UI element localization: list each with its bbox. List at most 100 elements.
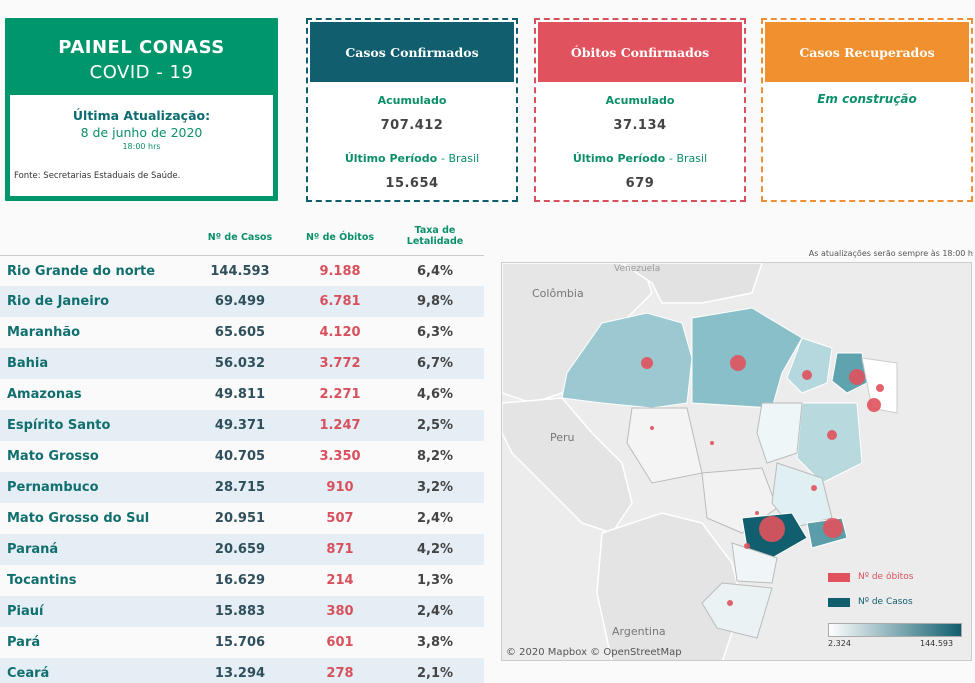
label-venezuela: Venezuela — [614, 264, 660, 274]
bubble-bahia[interactable] — [827, 430, 837, 440]
map-canvas[interactable]: Colômbia Venezuela Peru Argentina — [502, 263, 972, 661]
state-deaths: 3.772 — [319, 356, 361, 371]
state-deaths: 871 — [326, 542, 354, 557]
state-rate: 8,2% — [416, 449, 454, 464]
map-copyright[interactable]: © 2020 Mapbox © OpenStreetMap — [506, 647, 682, 658]
state-name: Ceará — [7, 666, 50, 681]
state-deaths: 214 — [326, 573, 354, 588]
state-deaths: 507 — [326, 511, 354, 526]
state-cases: 15.883 — [214, 604, 266, 619]
state-rate: 3,2% — [416, 480, 454, 495]
deaths-card-header: Óbitos Confirmados — [538, 22, 742, 82]
state-rate: 6,3% — [416, 325, 454, 340]
state-mato-grosso[interactable] — [626, 407, 703, 484]
table-row[interactable]: Rio Grande do norte 144.593 9.188 6,4% — [0, 255, 484, 286]
panel-title: PAINEL CONASS — [58, 37, 225, 58]
deaths-period-suffix: - Brasil — [669, 152, 708, 165]
bubble-rio-de-janeiro[interactable] — [823, 518, 843, 538]
update-hour: 18:00 hrs — [122, 142, 161, 151]
state-rate: 6,7% — [416, 356, 454, 371]
state-cases: 65.605 — [214, 325, 266, 340]
legend-gradient — [828, 623, 962, 637]
state-deaths: 6.781 — [319, 294, 361, 309]
bubble-pernambuco[interactable] — [867, 398, 881, 412]
bubble-rs[interactable] — [727, 600, 733, 606]
table-row[interactable]: Mato Grosso do Sul 20.951 507 2,4% — [0, 503, 484, 534]
bubble-sao-paulo[interactable] — [759, 516, 785, 542]
state-rate: 4,6% — [416, 387, 454, 402]
legend-max: 144.593 — [920, 639, 954, 648]
deaths-period-label: Último Período - Brasil — [536, 152, 744, 165]
col-deaths-header[interactable]: Nº de Óbitos — [305, 232, 375, 243]
state-rate: 6,4% — [416, 264, 454, 279]
state-name: Pará — [7, 635, 41, 650]
col-cases-header[interactable]: Nº de Casos — [207, 232, 273, 243]
state-rate: 9,8% — [416, 294, 454, 309]
state-name: Mato Grosso do Sul — [7, 511, 150, 526]
state-name: Rio de Janeiro — [7, 294, 110, 309]
bubble-ceara[interactable] — [849, 369, 865, 385]
update-label: Última Atualização: — [72, 108, 211, 123]
legend-cases-swatch — [828, 598, 850, 607]
cases-acc-value: 707.412 — [380, 118, 444, 133]
table-row[interactable]: Ceará 13.294 278 2,1% — [0, 658, 484, 683]
bubble-minas[interactable] — [811, 485, 817, 491]
bubble-parana[interactable] — [744, 543, 750, 549]
state-rate: 2,4% — [416, 511, 454, 526]
bubble-acre[interactable] — [650, 426, 654, 430]
label-colombia: Colômbia — [532, 287, 584, 300]
state-name: Amazonas — [7, 387, 82, 402]
bubble-maranhao[interactable] — [802, 370, 812, 380]
deaths-period-text: Último Período — [572, 152, 666, 165]
state-cases: 56.032 — [214, 356, 266, 371]
table-row[interactable]: Mato Grosso 40.705 3.350 8,2% — [0, 441, 484, 472]
state-tocantins[interactable] — [756, 402, 803, 464]
label-peru: Peru — [550, 431, 575, 444]
bubble-para[interactable] — [730, 355, 746, 371]
bubble-ms[interactable] — [755, 511, 759, 515]
state-cases: 20.659 — [214, 542, 266, 557]
state-cases: 49.371 — [214, 418, 266, 433]
col-rate-header-line2[interactable]: Letalidade — [406, 236, 464, 247]
table-row[interactable]: Bahia 56.032 3.772 6,7% — [0, 348, 484, 379]
state-parana[interactable] — [731, 542, 778, 584]
table-row[interactable]: Rio de Janeiro 69.499 6.781 9,8% — [0, 286, 484, 317]
brazil-map[interactable]: Colômbia Venezuela Peru Argentina Nº de … — [501, 262, 972, 661]
table-row[interactable]: Espírito Santo 49.371 1.247 2,5% — [0, 410, 484, 441]
update-info: Última Atualização: 8 de junho de 2020 1… — [10, 95, 273, 196]
state-rate: 2,4% — [416, 604, 454, 619]
label-argentina: Argentina — [612, 625, 666, 638]
bubble-amazonas[interactable] — [641, 357, 653, 369]
cases-period-value: 15.654 — [385, 176, 439, 191]
table-row[interactable]: Paraná 20.659 871 4,2% — [0, 534, 484, 565]
table-row[interactable]: Pará 15.706 601 3,8% — [0, 627, 484, 658]
state-para[interactable] — [691, 307, 803, 409]
state-rate: 1,3% — [416, 573, 454, 588]
state-cases: 144.593 — [210, 264, 270, 279]
table-row[interactable]: Piauí 15.883 380 2,4% — [0, 596, 484, 627]
table-row[interactable]: Amazonas 49.811 2.271 4,6% — [0, 379, 484, 410]
state-deaths: 278 — [326, 666, 354, 681]
bubble-mato-grosso[interactable] — [710, 441, 714, 445]
state-deaths: 380 — [326, 604, 354, 619]
table-row[interactable]: Maranhão 65.605 4.120 6,3% — [0, 317, 484, 348]
deaths-acc-label: Acumulado — [605, 94, 675, 107]
col-rate-header-line1[interactable]: Taxa de — [414, 225, 456, 236]
state-amazonas[interactable] — [561, 312, 693, 409]
deaths-period-value: 679 — [625, 176, 655, 191]
state-name: Pernambuco — [7, 480, 99, 495]
state-name: Tocantins — [7, 573, 77, 588]
cases-period-text: Último Período — [344, 152, 438, 165]
state-name: Maranhão — [7, 325, 81, 340]
state-rate: 3,8% — [416, 635, 454, 650]
cases-acc-label: Acumulado — [377, 94, 447, 107]
state-cases: 16.629 — [214, 573, 266, 588]
table-row[interactable]: Pernambuco 28.715 910 3,2% — [0, 472, 484, 503]
states-table: Rio Grande do norte 144.593 9.188 6,4% Rio … — [0, 255, 484, 683]
table-row[interactable]: Tocantins 16.629 214 1,3% — [0, 565, 484, 596]
bubble-rn[interactable] — [876, 384, 884, 392]
source-note: Fonte: Secretarias Estaduais de Saúde. — [14, 171, 181, 181]
state-maranhao[interactable] — [786, 337, 833, 394]
state-deaths: 3.350 — [319, 449, 361, 464]
state-rio-grande-do-sul[interactable] — [701, 582, 773, 639]
